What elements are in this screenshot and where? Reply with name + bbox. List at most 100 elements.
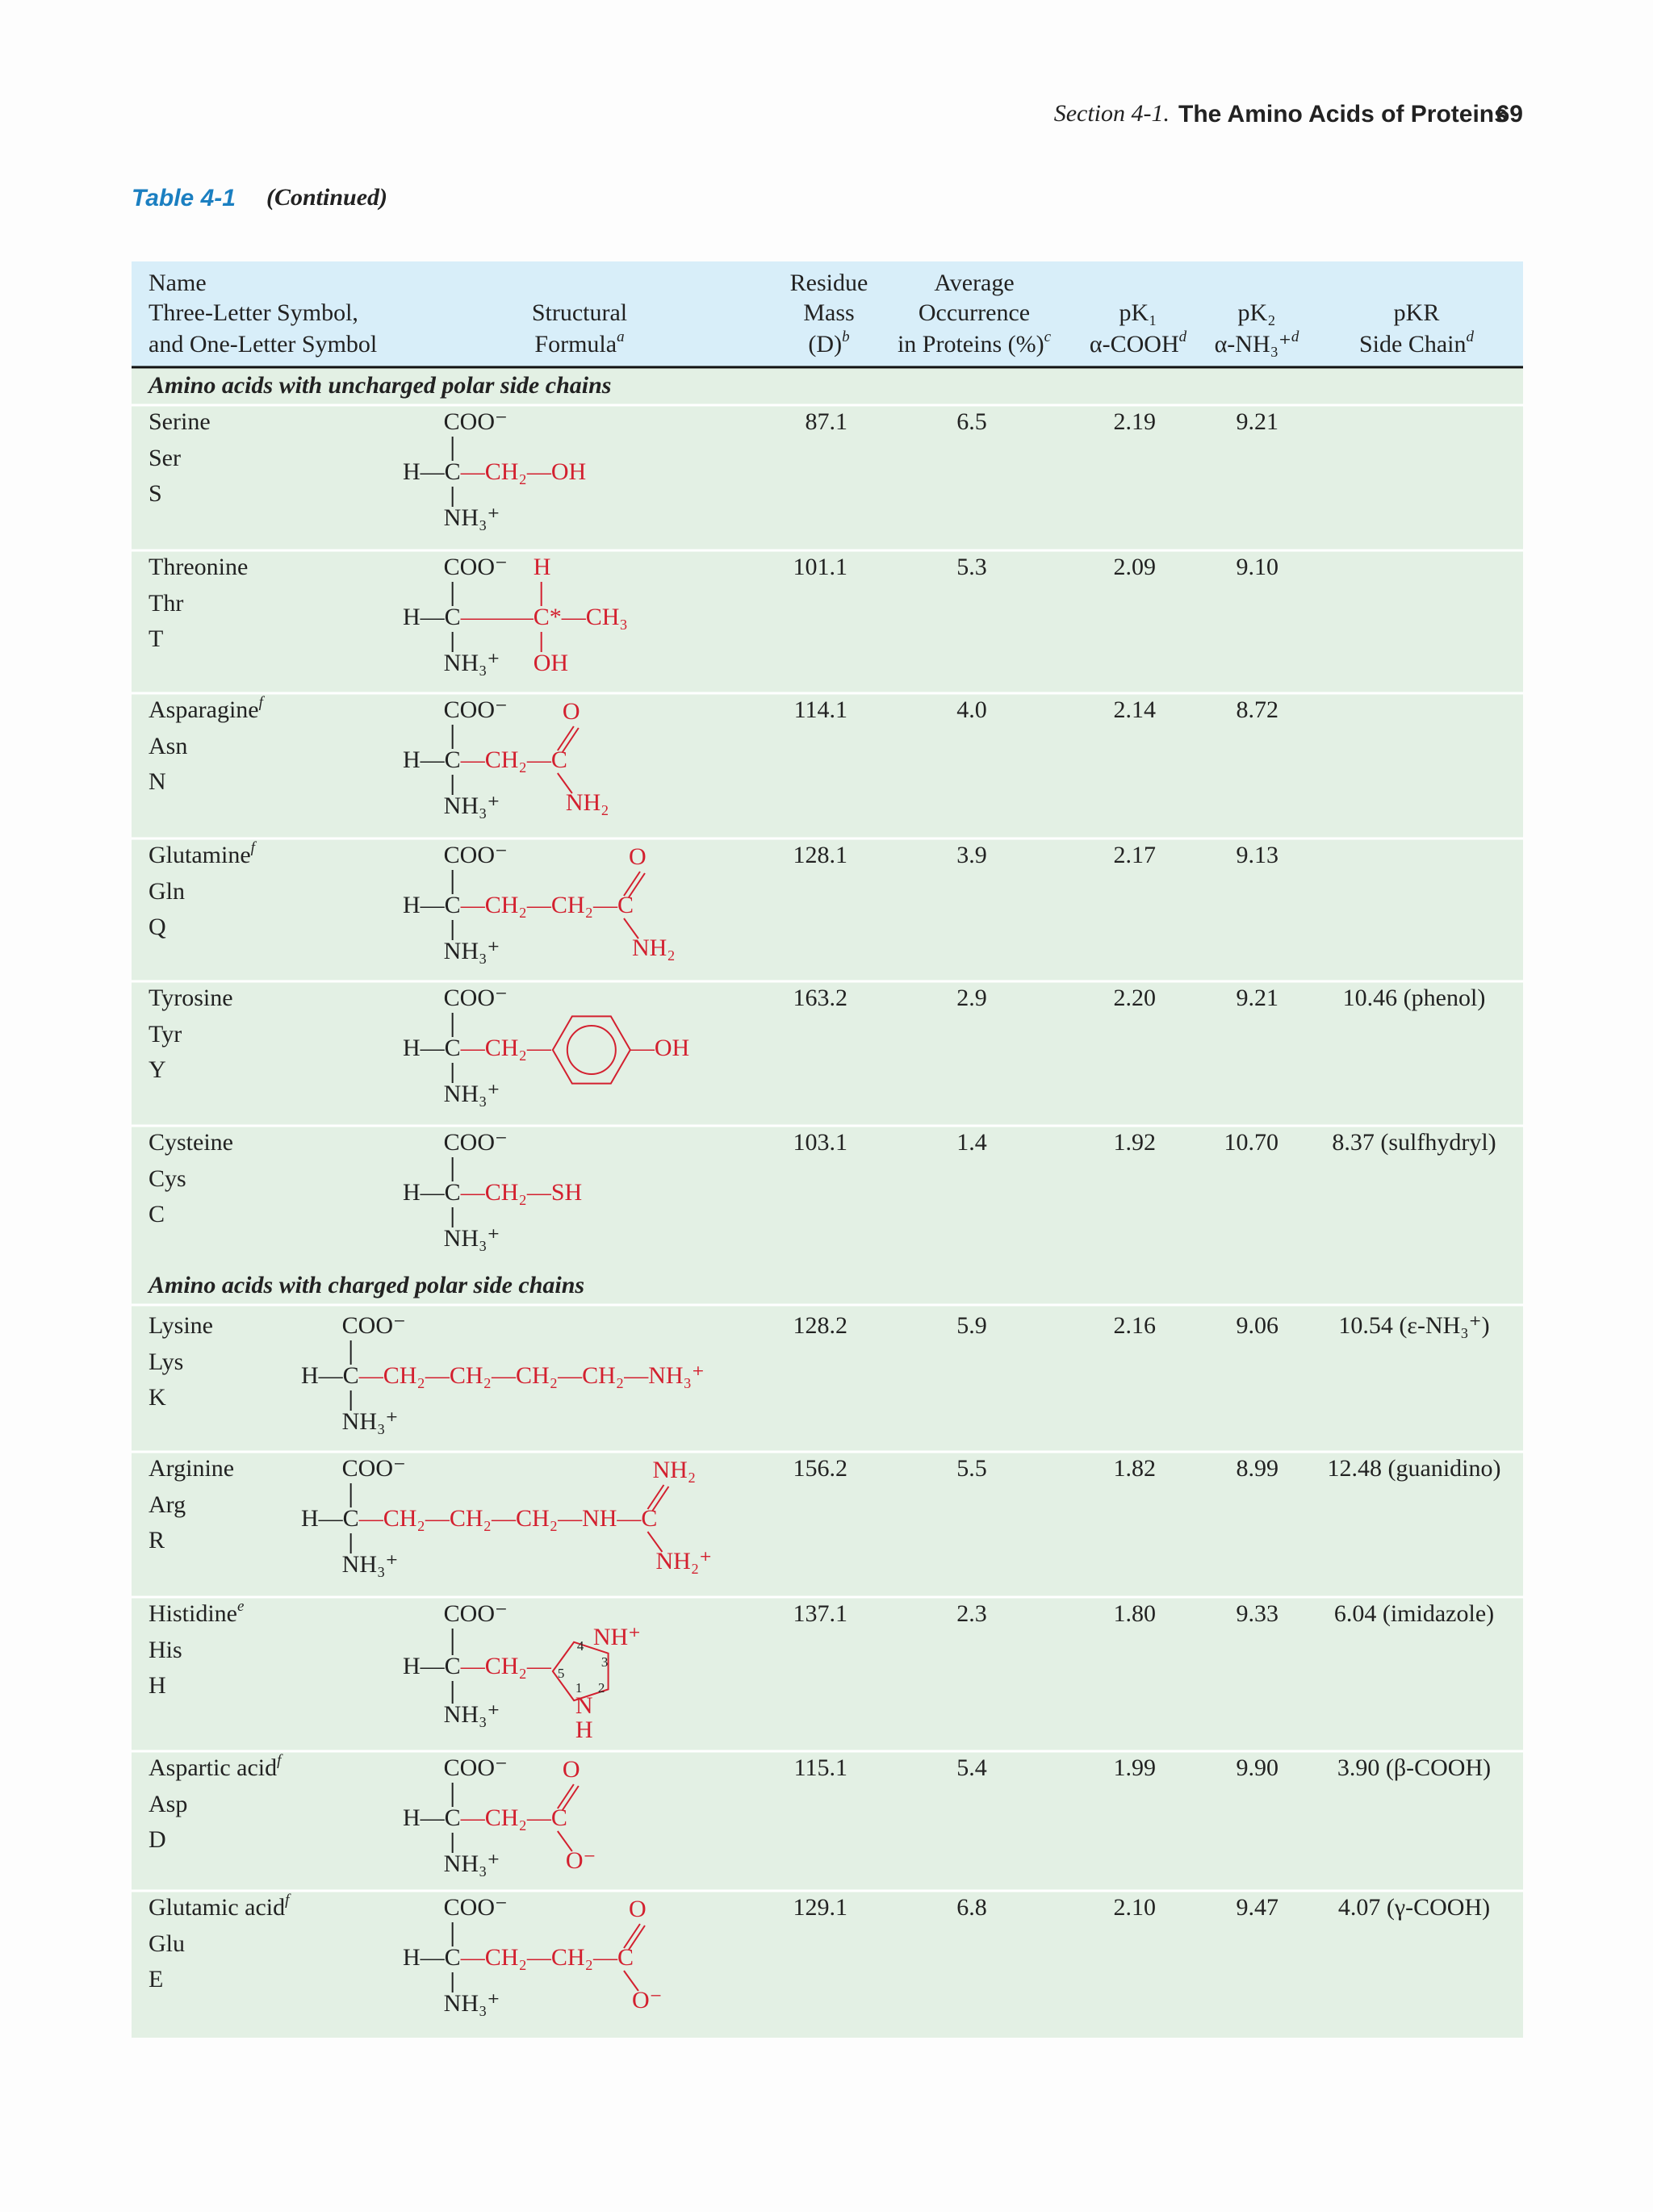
three-letter: His — [149, 1637, 182, 1663]
formula-top: COO⁻ — [444, 696, 508, 723]
amino-name: Tyrosine — [149, 985, 233, 1011]
pkr: 8.37 (sulfhydryl) — [1332, 1129, 1496, 1156]
formula-side-chain: —CH₂— — [460, 1653, 552, 1679]
residue-mass: 114.1 — [794, 696, 847, 723]
residue-mass: 103.1 — [793, 1129, 848, 1156]
amino-name: Aspartic acidf — [149, 1752, 283, 1781]
column-header-text: Residue — [790, 270, 868, 296]
occurrence: 5.4 — [956, 1754, 987, 1781]
occurrence: 6.5 — [956, 408, 987, 435]
formula-side-chain: —CH₂—CH₂—CH₂—NH—C — [358, 1505, 658, 1532]
amino-name-text: Aspartic acid — [149, 1754, 277, 1781]
pk1: 2.19 — [1114, 408, 1157, 435]
formula-bottom: NH₃⁺ — [444, 792, 500, 819]
column-header: Average — [934, 270, 1014, 296]
pk2: 9.06 — [1237, 1312, 1279, 1339]
table-caption: (Continued) — [266, 184, 387, 211]
formula-bottom: NH₃⁺ — [444, 938, 500, 964]
amino-name: Cysteine — [149, 1129, 233, 1156]
occurrence: 2.9 — [956, 985, 987, 1011]
occurrence: 1.4 — [956, 1129, 987, 1156]
ring-h: H — [575, 1716, 593, 1743]
column-header: and One-Letter Symbol — [149, 331, 377, 358]
three-letter: Ser — [149, 445, 181, 471]
formula-lower: NH₂ — [566, 789, 609, 816]
benzene-ring — [551, 1015, 631, 1085]
three-letter: Asp — [149, 1791, 187, 1817]
bond — [623, 1970, 639, 1992]
column-header: Side Chaind — [1359, 328, 1475, 358]
residue-mass: 163.2 — [793, 985, 848, 1011]
formula-lower: O⁻ — [566, 1847, 596, 1874]
formula-top: COO⁻ — [342, 1312, 406, 1339]
amino-name: Glutamic acidf — [149, 1892, 291, 1921]
ring-number: 4 — [577, 1638, 584, 1654]
occurrence: 3.9 — [956, 842, 987, 868]
footnote-mark: d — [1467, 328, 1475, 345]
bond — [651, 1486, 670, 1512]
footnote-mark: f — [277, 1752, 283, 1769]
column-header: pKR — [1394, 299, 1440, 326]
formula-lower: OH — [534, 650, 568, 676]
formula-side-chain: —CH₂—CH₂—CH₂—CH₂—NH₃⁺ — [358, 1362, 705, 1389]
pk1: 2.10 — [1114, 1894, 1157, 1921]
section-label: Section 4-1. — [1054, 100, 1170, 127]
formula-top: COO⁻ — [444, 554, 508, 580]
footnote-mark: f — [285, 1892, 291, 1909]
bond — [562, 727, 580, 753]
formula-bottom: NH₃⁺ — [444, 1990, 500, 2017]
amino-name: Lysine — [149, 1312, 213, 1339]
benzene-circle — [566, 1025, 617, 1075]
one-letter: Q — [149, 914, 166, 940]
formula-bottom: NH₃⁺ — [444, 504, 500, 531]
occurrence: 4.0 — [956, 696, 987, 723]
ring-number: 3 — [601, 1654, 609, 1670]
bond — [623, 1923, 641, 1949]
three-letter: Gln — [149, 878, 185, 905]
bond — [647, 1484, 665, 1510]
residue-mass: 101.1 — [793, 554, 848, 580]
amino-name-text: Threonine — [149, 554, 248, 580]
column-header-text: pKR — [1394, 299, 1440, 326]
formula-side-chain: —CH₂—C — [460, 1804, 567, 1831]
pk1: 2.20 — [1114, 985, 1157, 1011]
imidazole-ring — [551, 1641, 609, 1702]
formula-lower: NH₂ — [632, 935, 676, 961]
table-label: Table 4-1 — [132, 185, 236, 211]
formula-core-text: H—C — [403, 1035, 461, 1061]
formula-core-text: H—C — [403, 1179, 461, 1206]
residue-mass: 129.1 — [793, 1894, 848, 1921]
pk1: 2.17 — [1114, 842, 1157, 868]
footnote-mark: d — [1291, 328, 1299, 345]
bond — [623, 918, 639, 939]
formula-top: COO⁻ — [444, 408, 508, 435]
formula-core: H—C—CH₂— — [403, 1035, 552, 1061]
formula-side-chain: —CH₂—C — [460, 746, 567, 773]
formula-side-chain: —CH₂—OH — [460, 458, 586, 485]
three-letter: Glu — [149, 1930, 185, 1957]
section-title: Amino acids with charged polar side chai… — [147, 1272, 584, 1298]
pk2: 10.70 — [1224, 1129, 1279, 1156]
amino-name: Threonine — [149, 554, 248, 580]
column-header-text: pK₂ — [1237, 299, 1275, 326]
footnote-mark: c — [1044, 328, 1052, 345]
occurrence: 6.8 — [956, 1894, 987, 1921]
bond — [557, 1783, 575, 1809]
formula-core-text: H—C — [403, 458, 461, 485]
column-header-text: Formula — [534, 331, 617, 358]
column-header: Residue — [790, 270, 868, 296]
pk2: 9.21 — [1237, 985, 1279, 1011]
formula-upper: NH₂ — [652, 1457, 696, 1483]
ring-nh: NH⁺ — [593, 1624, 641, 1650]
pk1: 1.82 — [1114, 1455, 1157, 1482]
residue-mass: 128.2 — [793, 1312, 848, 1339]
residue-mass: 137.1 — [793, 1600, 848, 1627]
amino-name-text: Asparagine — [149, 696, 259, 723]
formula-tail: —OH — [630, 1035, 689, 1061]
formula-top: COO⁻ — [444, 1600, 508, 1627]
one-letter: C — [149, 1201, 165, 1227]
footnote-mark: a — [617, 328, 625, 345]
formula-side-chain: ———C*—CH₃ — [460, 604, 628, 630]
ring-number: 1 — [575, 1680, 583, 1696]
formula-core-text: H—C — [403, 1944, 461, 1971]
